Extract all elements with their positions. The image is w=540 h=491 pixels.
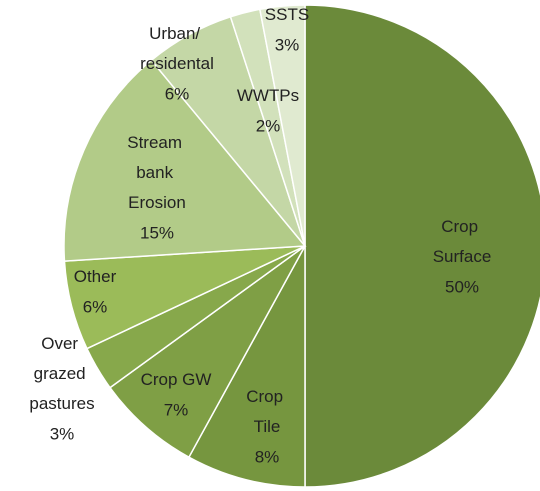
label-line: SSTS — [265, 5, 309, 24]
slice-label: Crop Tile — [246, 387, 288, 436]
label-line: Tile — [254, 417, 281, 436]
label-line: Crop — [441, 217, 483, 236]
label-line: residental — [140, 54, 214, 73]
label-line: Surface — [433, 247, 492, 266]
label-line: Over — [41, 334, 83, 353]
pie-slice — [108, 245, 306, 459]
slice-label: Urban/ residental — [140, 24, 214, 73]
slice-value-label: 15% — [140, 223, 174, 242]
label-line: Crop GW — [141, 370, 212, 389]
label-line: Other — [74, 267, 117, 286]
pie-slice — [187, 245, 306, 488]
label-line: pastures — [29, 394, 94, 413]
label-line: Erosion — [128, 193, 186, 212]
slice-label: Crop GW — [141, 370, 212, 389]
slice-value-label: 3% — [50, 424, 75, 443]
label-line: bank — [136, 163, 178, 182]
pie-slice — [258, 4, 306, 247]
label-line: Urban/ — [149, 24, 205, 43]
slice-label: WWTPs — [237, 86, 299, 105]
label-line: Crop — [246, 387, 288, 406]
label-line: grazed — [34, 364, 91, 383]
slice-value-label: 8% — [255, 447, 280, 466]
slice-label: Over grazed pastures — [29, 334, 94, 413]
slice-label: Other — [74, 267, 117, 286]
slice-label: Crop Surface — [433, 217, 492, 266]
label-line: Stream — [127, 133, 187, 152]
slice-label: SSTS — [265, 5, 309, 24]
slice-value-label: 6% — [83, 297, 108, 316]
pie-slice — [63, 59, 307, 262]
slice-value-label: 2% — [256, 116, 281, 135]
slice-value-label: 3% — [275, 35, 300, 54]
pie-slice — [304, 4, 540, 488]
slice-value-label: 7% — [164, 400, 189, 419]
label-line: WWTPs — [237, 86, 299, 105]
slice-label: Stream bank Erosion — [127, 133, 187, 212]
slice-value-label: 50% — [445, 277, 479, 296]
slice-value-label: 6% — [165, 84, 190, 103]
